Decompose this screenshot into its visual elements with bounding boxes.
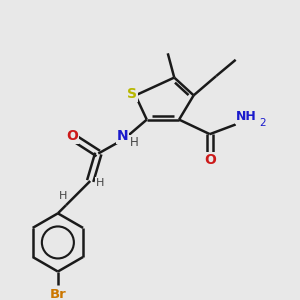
Text: Br: Br xyxy=(50,288,66,300)
Text: 2: 2 xyxy=(259,118,266,128)
Text: N: N xyxy=(117,129,128,143)
Text: NH: NH xyxy=(236,110,256,123)
Text: S: S xyxy=(127,87,136,101)
Text: H: H xyxy=(58,190,67,201)
Text: H: H xyxy=(96,178,104,188)
Text: H: H xyxy=(130,136,138,149)
Text: O: O xyxy=(204,153,216,167)
Text: O: O xyxy=(67,129,78,143)
